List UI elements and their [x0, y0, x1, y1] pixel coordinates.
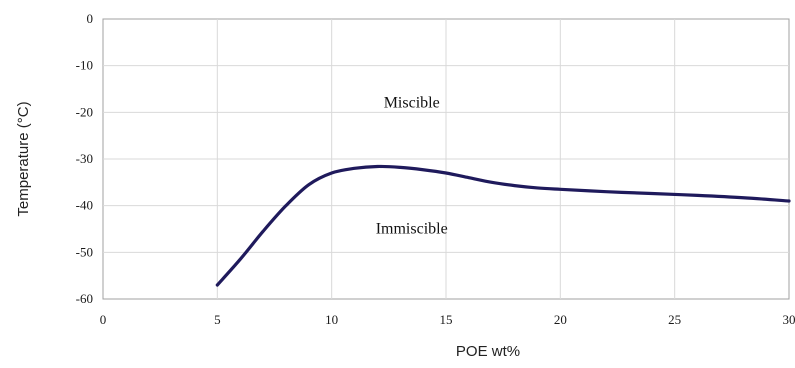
grid [102, 18, 790, 300]
y-tick-label: -40 [76, 198, 93, 213]
tick-labels: 0 5 10 15 20 25 30 0 -10 -20 -30 -40 -50 -60 [76, 11, 795, 327]
y-tick-label: -30 [76, 151, 93, 166]
annotations: Miscible Immiscible [376, 95, 448, 238]
x-tick-label: 25 [668, 312, 681, 327]
y-tick-label: -50 [76, 244, 93, 259]
x-tick-label: 0 [100, 312, 107, 327]
y-tick-label: -20 [76, 104, 93, 119]
annotation-label: Immiscible [376, 221, 448, 238]
x-tick-label: 5 [214, 312, 221, 327]
y-axis-label: Temperature (°C) [15, 101, 32, 216]
series-layer [215, 164, 791, 287]
x-tick-label: 30 [783, 312, 795, 327]
series-line-0 [215, 164, 791, 287]
y-tick-label: 0 [87, 11, 94, 26]
x-tick-label: 20 [554, 312, 567, 327]
y-tick-label: -10 [76, 58, 93, 73]
x-axis-label: POE wt% [456, 343, 520, 360]
x-tick-label: 10 [325, 312, 338, 327]
x-tick-label: 15 [440, 312, 453, 327]
y-tick-label: -60 [76, 291, 93, 306]
annotation-label: Miscible [384, 95, 440, 112]
